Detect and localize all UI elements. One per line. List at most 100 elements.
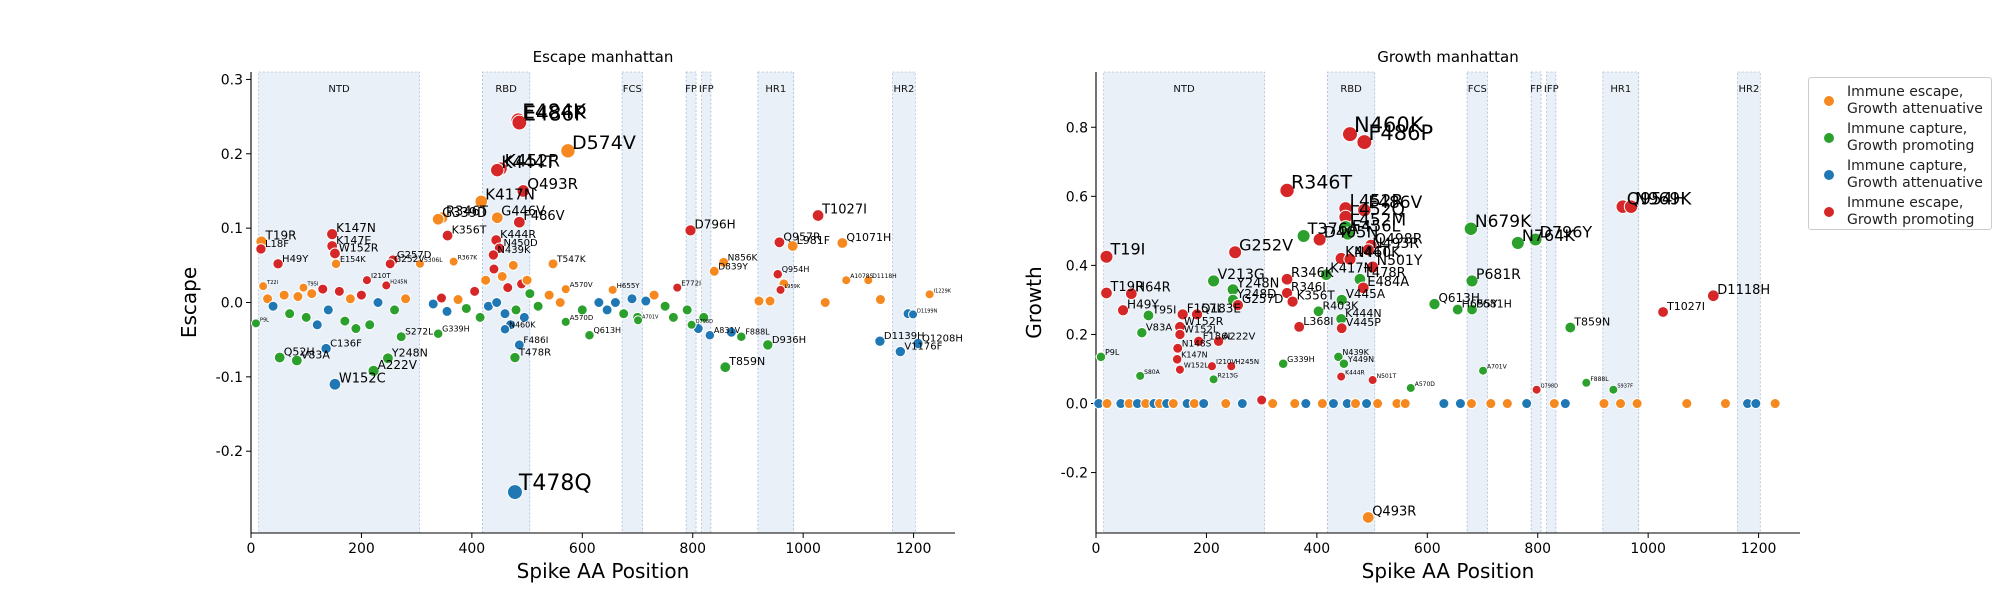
scatter-point	[298, 282, 309, 293]
scatter-point	[1116, 304, 1130, 317]
scatter-point	[474, 311, 486, 323]
scatter-point	[400, 293, 412, 305]
legend-label: Immune escape, Growth promoting	[1847, 195, 1975, 228]
scatter-point	[1333, 351, 1344, 363]
scatter-point	[491, 297, 503, 308]
scatter-point	[1231, 298, 1245, 312]
scatter-point	[361, 275, 372, 286]
point-label: K444R	[500, 228, 536, 241]
scatter-point	[490, 211, 504, 225]
point-label: H655Y	[1462, 298, 1498, 311]
region-label: FP	[685, 84, 697, 95]
point-label: N493R	[1372, 236, 1419, 252]
scatter-point	[786, 240, 799, 252]
scatter-point	[432, 328, 444, 339]
y-axis-label: Escape	[177, 267, 201, 338]
point-label: Q954H	[782, 265, 810, 274]
scatter-point	[524, 288, 536, 300]
point-label: H64R	[1135, 281, 1170, 296]
point-label: V445A	[1346, 287, 1386, 301]
scatter-point	[1174, 328, 1186, 341]
scatter-point	[414, 258, 425, 269]
scatter-point	[306, 288, 318, 300]
point-label: Q493R	[1372, 504, 1416, 519]
scatter-point	[607, 284, 618, 295]
point-label: F486V	[1368, 193, 1422, 213]
point-label: K147N	[1181, 350, 1208, 359]
point-label: S272L	[405, 328, 433, 338]
scatter-point	[1361, 511, 1375, 524]
scatter-point	[1548, 398, 1560, 410]
point-label: R213G	[1218, 372, 1239, 379]
scatter-point	[300, 311, 312, 323]
point-label: D574V	[572, 132, 636, 154]
scatter-point	[330, 258, 342, 270]
scatter-point	[290, 354, 303, 367]
point-label: N501T	[1377, 373, 1397, 380]
point-label: R346T	[446, 205, 488, 220]
point-label: T478R	[1363, 266, 1406, 281]
scatter-point	[593, 297, 605, 308]
point-label: Q613H	[593, 326, 621, 335]
region-label: HR1	[1610, 84, 1631, 95]
region-band	[701, 71, 712, 534]
scatter-point	[1372, 398, 1384, 410]
scatter-point	[1124, 287, 1138, 301]
scatter-point	[686, 319, 697, 330]
scatter-point	[863, 275, 874, 286]
region-band	[1546, 71, 1557, 534]
scatter-point	[333, 285, 345, 297]
scatter-point	[736, 331, 747, 342]
scatter-point	[773, 236, 786, 249]
legend-label: Immune capture, Growth attenuative	[1847, 158, 1983, 191]
x-tick-label: 1200	[1741, 541, 1777, 557]
scatter-point	[633, 315, 644, 326]
scatter-point	[1463, 221, 1479, 237]
point-label: Q498R	[1375, 231, 1423, 247]
point-label: E484A	[1367, 275, 1409, 290]
point-label: R346I	[1291, 280, 1326, 294]
scatter-point	[1095, 351, 1107, 363]
scatter-point	[609, 297, 621, 308]
scatter-point	[339, 315, 351, 327]
point-label: T478R	[518, 348, 551, 359]
point-label: S80A	[1144, 369, 1160, 376]
scatter-point	[502, 282, 514, 294]
point-label: Q1208H	[922, 333, 963, 344]
scatter-point	[894, 345, 907, 358]
scatter-point	[507, 259, 519, 271]
scatter-point	[427, 298, 439, 310]
point-label: T859N	[728, 355, 765, 368]
point-label: A570V	[570, 281, 593, 289]
region-label: RBD	[495, 84, 517, 95]
point-label: A1078S	[850, 273, 873, 280]
point-label: R346T	[1291, 171, 1352, 193]
region-band	[1737, 71, 1761, 534]
point-label: Y248N	[391, 346, 428, 359]
point-label: F888L	[745, 328, 770, 337]
scatter-point	[441, 305, 453, 317]
y-tick-label: 0.3	[221, 72, 243, 88]
legend-marker-escape-attenuative	[1823, 95, 1835, 107]
point-label: D796H	[695, 217, 736, 231]
x-axis-label: Spike AA Position	[1362, 559, 1535, 583]
scatter-point	[355, 289, 367, 301]
scatter-point	[772, 268, 784, 280]
scatter-point	[1176, 308, 1189, 321]
scatter-point	[1521, 398, 1533, 410]
scatter-point	[510, 304, 522, 316]
y-tick-label: -0.2	[1061, 466, 1088, 482]
scatter-point	[1657, 306, 1669, 318]
region-band	[1530, 71, 1542, 534]
point-label: H245N	[390, 279, 407, 285]
point-label: N450D	[503, 238, 538, 249]
scatter-point	[640, 295, 652, 307]
scatter-point	[1208, 374, 1219, 385]
y-axis-label: Growth	[1022, 266, 1046, 338]
point-label: L18F	[265, 239, 289, 250]
point-label: V445P	[1346, 316, 1382, 329]
point-label: N764K	[1522, 226, 1576, 245]
point-label: S306L	[424, 257, 443, 264]
scatter-point	[1361, 398, 1373, 410]
scatter-point	[1207, 274, 1221, 288]
